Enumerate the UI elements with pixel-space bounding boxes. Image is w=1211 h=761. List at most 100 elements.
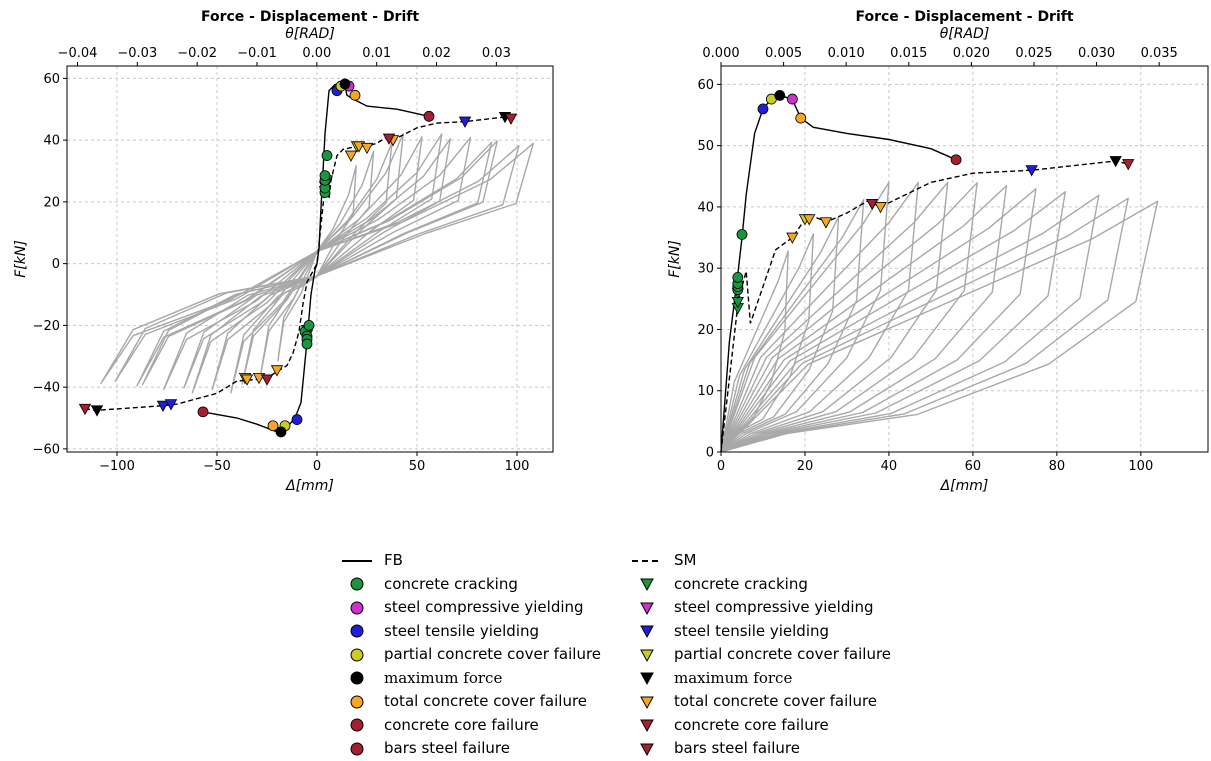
legend-sm-title-row: SM xyxy=(630,549,891,573)
hysteresis-loop xyxy=(720,181,890,453)
right-ytick-label: 20 xyxy=(697,323,714,338)
legend-fb-title: FB xyxy=(384,551,403,569)
right-toptick-label: 0.005 xyxy=(765,46,802,61)
left-toptick-label: 0.01 xyxy=(362,46,391,61)
right-xtick-label: 40 xyxy=(881,459,898,474)
legend-item-label: concrete core failure xyxy=(384,715,539,734)
hysteresis-loop xyxy=(720,216,840,453)
left-fb-marker-concrete-core-failure xyxy=(197,406,209,418)
right-sm-marker-total-concrete-cover-failure xyxy=(819,217,833,229)
left-toptick-label: 0.02 xyxy=(422,46,451,61)
left-plot: −100 −50 0 50 100 −60 −40 −20 0 20 40 60 −0.04 −0.03 −… xyxy=(13,9,554,494)
left-ytick-label: 60 xyxy=(43,72,60,87)
legend-item-steel-compressive-yielding: steel compressive yielding xyxy=(630,596,891,620)
hysteresis-loop xyxy=(720,182,978,453)
left-sm-marker-steel-tensile-yielding xyxy=(156,400,170,413)
left-x-axis-label: Δ[mm] xyxy=(285,478,334,494)
triangle-marker-icon xyxy=(630,715,664,735)
hysteresis-loop xyxy=(183,138,451,389)
circle-marker-icon xyxy=(340,692,374,712)
left-xtick-label: 50 xyxy=(409,459,426,474)
right-sm-marker-concrete-core-failure xyxy=(1122,159,1135,171)
circle-marker-icon xyxy=(340,598,374,618)
left-ytick-label: −60 xyxy=(33,442,60,457)
right-ytick-label: 50 xyxy=(697,139,714,154)
legend-item-maximum-force: maximum force xyxy=(630,667,891,691)
legend-item-concrete-cracking: concrete cracking xyxy=(340,573,601,597)
right-toptick-label: 0.030 xyxy=(1078,46,1115,61)
left-sm-marker-total-concrete-cover-failure xyxy=(240,374,254,386)
left-sm-marker-total-concrete-cover-failure xyxy=(344,150,358,162)
legend-item-label: steel tensile yielding xyxy=(674,621,830,640)
solid-line-icon xyxy=(340,551,374,571)
left-fb-marker-steel-tensile-yielding xyxy=(291,414,303,425)
legend-item-bars-steel-failure: bars steel failure xyxy=(340,737,601,761)
triangle-marker-icon xyxy=(630,692,664,712)
right-toptick-label: 0.010 xyxy=(828,46,865,61)
dashed-line-icon xyxy=(630,551,664,571)
right-ytick-label: 30 xyxy=(697,262,714,277)
left-sm-marker-maximum-force xyxy=(90,405,104,417)
triangle-marker-icon xyxy=(630,574,664,594)
left-sm-marker-bars-steel-failure xyxy=(382,133,396,145)
right-fb-marker-steel-compressive-yielding xyxy=(786,93,798,105)
right-toptick-label: 0.000 xyxy=(702,46,739,61)
legend-item-label: steel compressive yielding xyxy=(384,598,584,616)
legend-fb: FB concrete cracking steel compressive yi… xyxy=(340,549,601,761)
left-toptick-label: −0.02 xyxy=(177,46,217,61)
left-toptick-label: −0.03 xyxy=(117,46,157,61)
right-toptick-label: 0.025 xyxy=(1015,46,1052,61)
hysteresis-loop xyxy=(720,194,1100,453)
left-xtick-label: 100 xyxy=(505,459,530,474)
left-fb-marker-total-concrete-cover-failure xyxy=(349,89,361,101)
hysteresis-loop xyxy=(720,181,949,453)
right-sm-marker-total-concrete-cover-failure xyxy=(874,202,887,214)
legend-item-label: steel compressive yielding xyxy=(674,598,874,616)
hysteresis-loop xyxy=(720,233,815,453)
right-sm-marker-maximum-force xyxy=(1109,156,1122,168)
triangle-marker-icon xyxy=(630,598,664,618)
left-fb-marker-concrete-cracking xyxy=(319,170,331,182)
legend-sm-title: SM xyxy=(674,551,697,569)
left-ytick-label: −20 xyxy=(33,319,60,334)
left-fb-marker-concrete-cracking xyxy=(303,319,315,331)
hysteresis-loop xyxy=(720,191,1066,453)
legend-item-label: partial concrete cover failure xyxy=(674,645,892,663)
hysteresis-loop xyxy=(720,181,919,453)
right-sm-marker-total-concrete-cover-failure xyxy=(802,214,816,226)
left-sm-marker-steel-tensile-yielding xyxy=(164,399,178,411)
legend-item-label: total concrete cover failure xyxy=(384,692,588,710)
legend-item-steel-compressive-yielding: steel compressive yielding xyxy=(340,596,601,620)
legend-item-label: concrete core failure xyxy=(674,715,829,734)
left-sm-marker-total-concrete-cover-failure xyxy=(270,365,284,377)
circle-marker-icon xyxy=(340,645,374,665)
right-fb-marker-concrete-core-failure xyxy=(950,154,962,166)
legend-item-label: maximum force xyxy=(384,668,503,687)
left-toptick-label: 0.03 xyxy=(482,46,511,61)
left-top-axis-label: θ[RAD] xyxy=(285,26,335,42)
left-sm-marker-concrete-core-failure xyxy=(78,403,92,416)
legend-item-concrete-core-failure: concrete core failure xyxy=(630,714,891,738)
right-xtick-label: 100 xyxy=(1128,459,1153,474)
legend-item-steel-tensile-yielding: steel tensile yielding xyxy=(340,620,601,644)
triangle-marker-icon xyxy=(630,668,664,688)
left-sm-marker-bars-steel-failure xyxy=(260,374,274,386)
right-toptick-label: 0.035 xyxy=(1141,46,1178,61)
hysteresis-loop xyxy=(720,200,1159,453)
legend-item-bars-steel-failure: bars steel failure xyxy=(630,737,891,761)
right-sm-marker-steel-tensile-yielding xyxy=(1025,165,1038,177)
circle-marker-icon xyxy=(340,574,374,594)
right-fb-marker-maximum-force xyxy=(774,90,786,101)
right-xtick-label: 80 xyxy=(1049,459,1066,474)
legend-item-label: bars steel failure xyxy=(384,739,510,757)
left-toptick-label: −0.01 xyxy=(237,46,277,61)
left-sm-marker-total-concrete-cover-failure xyxy=(360,142,374,155)
legend-item-partial-concrete-cover-failure: partial concrete cover failure xyxy=(630,643,891,667)
legend-item-total-concrete-cover-failure: total concrete cover failure xyxy=(630,690,891,714)
legend-item-label: partial concrete cover failure xyxy=(384,645,602,663)
left-sm-marker-steel-tensile-yielding xyxy=(458,116,472,128)
legend-item-label: maximum force xyxy=(674,668,793,687)
legend-item-label: total concrete cover failure xyxy=(674,692,878,710)
left-toptick-label: 0.00 xyxy=(302,46,331,61)
right-y-axis-label: F[kN] xyxy=(667,240,683,278)
